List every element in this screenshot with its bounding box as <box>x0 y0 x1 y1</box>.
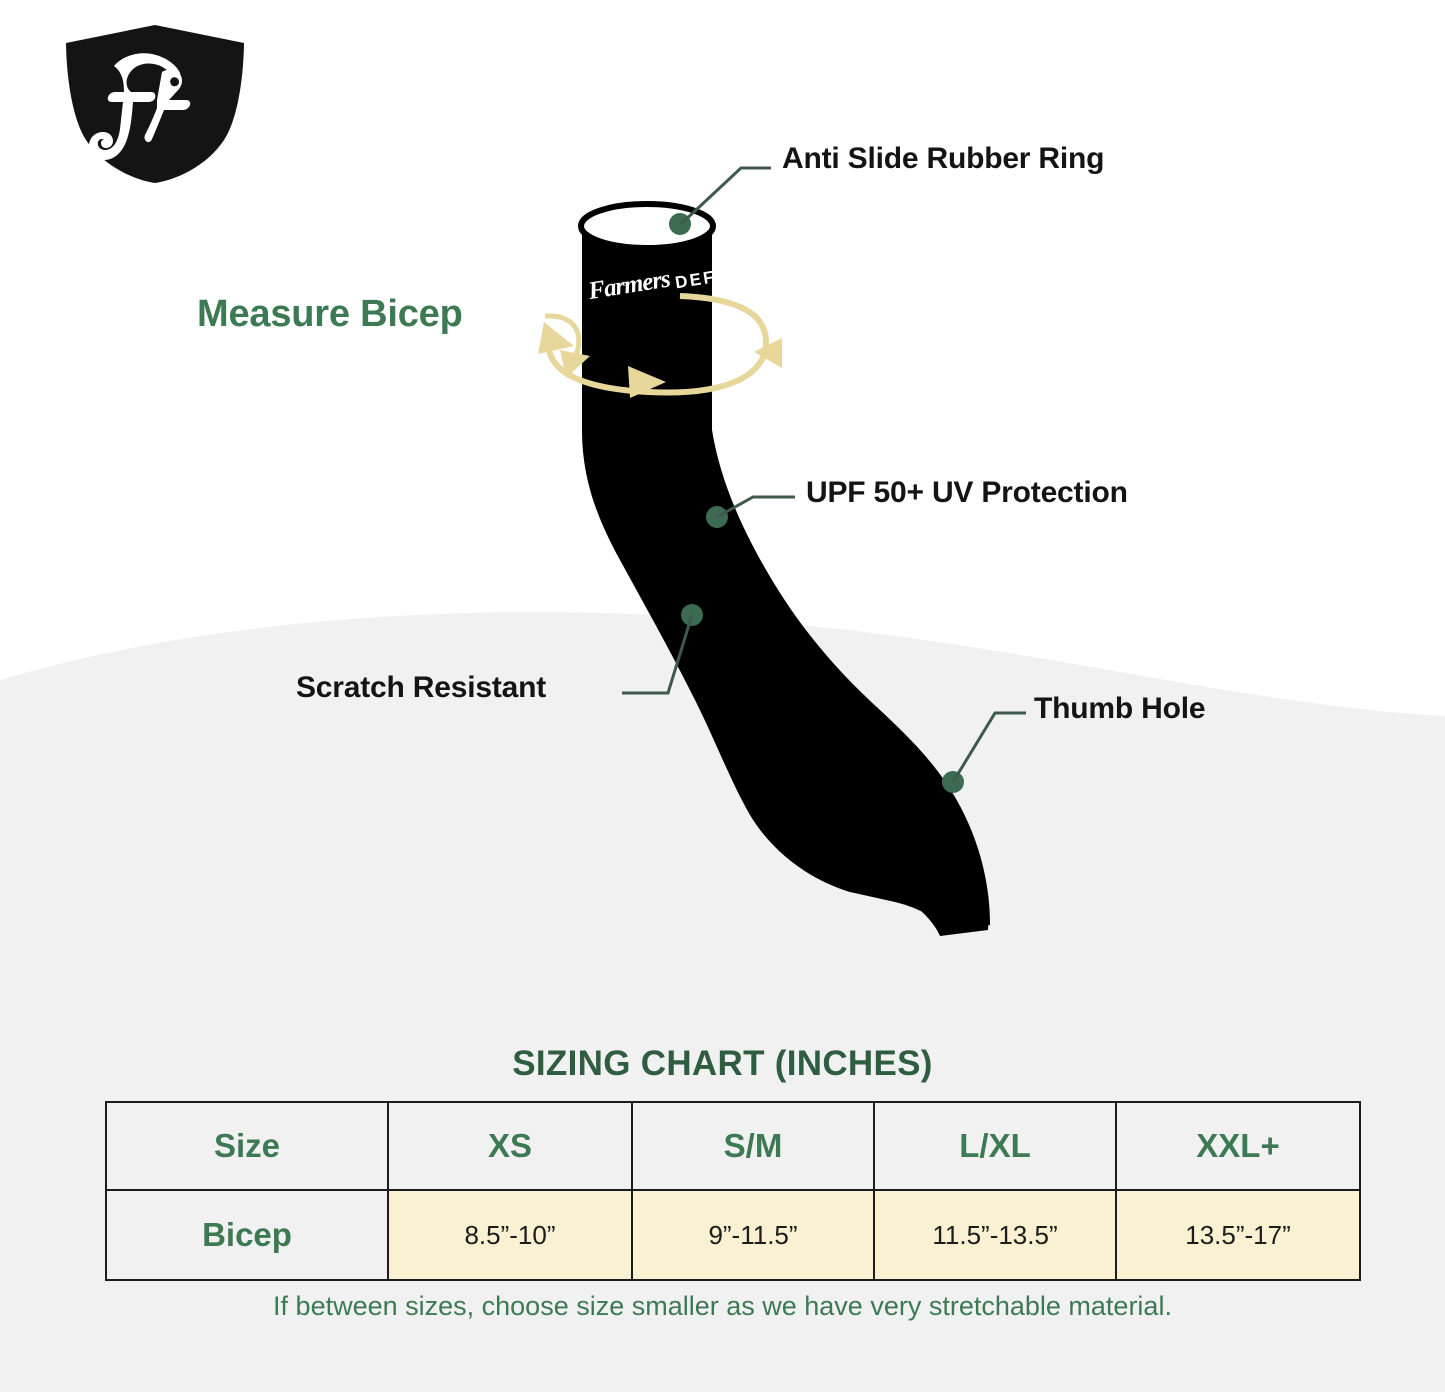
callout-label-thumb-hole: Thumb Hole <box>1034 692 1206 725</box>
table-header-xs: XS <box>387 1101 633 1191</box>
table-header-xxl: XXL+ <box>1115 1101 1361 1191</box>
sizing-chart-title: SIZING CHART (INCHES) <box>512 1044 933 1083</box>
dot-scratch <box>681 604 703 626</box>
callout-label-upf-uv-protection: UPF 50+ UV Protection <box>806 476 1128 509</box>
sizing-chart-table: Size XS S/M L/XL XXL+ Bicep 8.5”-10” 9”-… <box>105 1101 1361 1281</box>
table-header-sm: S/M <box>631 1101 875 1191</box>
shield-logo-icon <box>59 18 251 190</box>
callout-label-measure-bicep: Measure Bicep <box>197 293 463 335</box>
sleeve-body <box>582 225 990 936</box>
arm-sleeve-illustration: Farmers DEFENSE <box>538 201 990 936</box>
table-cell-bicep-label: Bicep <box>105 1189 389 1281</box>
dot-anti-slide <box>669 213 691 235</box>
dot-thumb <box>942 771 964 793</box>
table-header-lxl: L/XL <box>873 1101 1117 1191</box>
table-header-row: Size XS S/M L/XL XXL+ <box>105 1101 1361 1191</box>
table-cell-bicep-xs: 8.5”-10” <box>387 1189 633 1281</box>
table-cell-bicep-xxl: 13.5”-17” <box>1115 1189 1361 1281</box>
callout-label-anti-slide-rubber-ring: Anti Slide Rubber Ring <box>782 142 1105 175</box>
callout-label-scratch-resistant: Scratch Resistant <box>296 671 547 704</box>
table-header-size: Size <box>105 1101 389 1191</box>
table-cell-bicep-lxl: 11.5”-13.5” <box>873 1189 1117 1281</box>
dot-upf <box>706 506 728 528</box>
sizing-chart-note: If between sizes, choose size smaller as… <box>273 1291 1172 1321</box>
rubber-ring-opening <box>578 201 716 251</box>
table-cell-bicep-sm: 9”-11.5” <box>631 1189 875 1281</box>
table-row-bicep: Bicep 8.5”-10” 9”-11.5” 11.5”-13.5” 13.5… <box>105 1189 1361 1281</box>
